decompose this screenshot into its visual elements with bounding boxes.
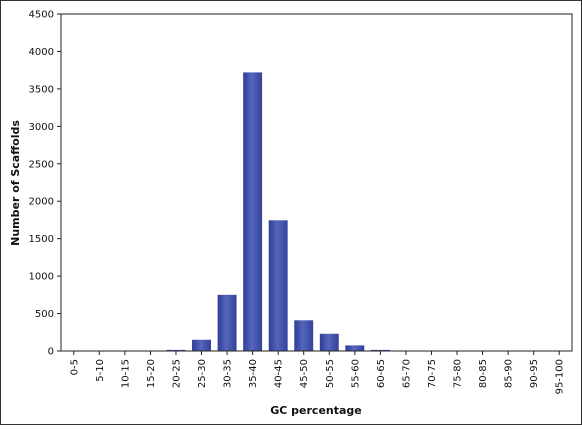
y-tick-label: 2500 — [29, 159, 54, 170]
bar-55-60 — [345, 345, 364, 351]
x-tick-label: 10-15 — [120, 359, 131, 388]
x-tick-label: 65-70 — [401, 359, 412, 388]
x-tick-label: 75-80 — [453, 359, 464, 388]
y-tick-label: 500 — [35, 309, 54, 320]
x-tick-label: 20-25 — [171, 359, 182, 388]
x-tick-label: 40-45 — [274, 359, 285, 388]
y-tick-label: 1000 — [29, 272, 54, 283]
x-tick-label: 30-35 — [223, 359, 234, 388]
x-tick-label: 25-30 — [197, 359, 208, 388]
bar-50-55 — [320, 334, 339, 351]
x-tick-label: 5-10 — [95, 359, 106, 382]
x-tick-label: 80-85 — [478, 359, 489, 388]
x-tick-label: 70-75 — [427, 359, 438, 388]
y-tick-label: 1500 — [29, 234, 54, 245]
x-tick-label: 55-60 — [350, 359, 361, 388]
bar-30-35 — [218, 295, 237, 351]
y-tick-label: 3000 — [29, 122, 54, 133]
bar-45-50 — [294, 320, 313, 351]
x-tick-label: 15-20 — [146, 359, 157, 388]
y-tick-label: 0 — [48, 347, 54, 358]
y-tick-label: 4000 — [29, 47, 54, 58]
x-tick-label: 90-95 — [529, 359, 540, 388]
bar-40-45 — [269, 220, 288, 351]
bars-group — [141, 72, 441, 351]
x-tick-label: 60-65 — [376, 359, 387, 388]
x-tick-label: 95-100 — [555, 359, 566, 394]
x-tick-label: 45-50 — [299, 359, 310, 388]
x-tick-label: 85-90 — [504, 359, 515, 388]
y-tick-label: 3500 — [29, 84, 54, 95]
y-axis-title: Number of Scaffolds — [9, 120, 22, 246]
plot-area-border — [61, 14, 572, 351]
x-tick-label: 35-40 — [248, 359, 259, 388]
x-axis: 0-5 5-10 10-15 15-20 20-25 25-30 30-35 35-40 40-… — [69, 351, 565, 394]
bar-35-40 — [243, 72, 262, 351]
x-tick-label: 50-55 — [325, 359, 336, 388]
bar-25-30 — [192, 340, 211, 351]
y-tick-label: 2000 — [29, 197, 54, 208]
x-tick-label: 0-5 — [69, 359, 80, 375]
y-axis: 0 500 1000 1500 2000 2500 3000 3500 4000 4500 — [29, 10, 61, 358]
x-axis-title: GC percentage — [270, 404, 362, 417]
y-tick-label: 4500 — [29, 10, 54, 21]
